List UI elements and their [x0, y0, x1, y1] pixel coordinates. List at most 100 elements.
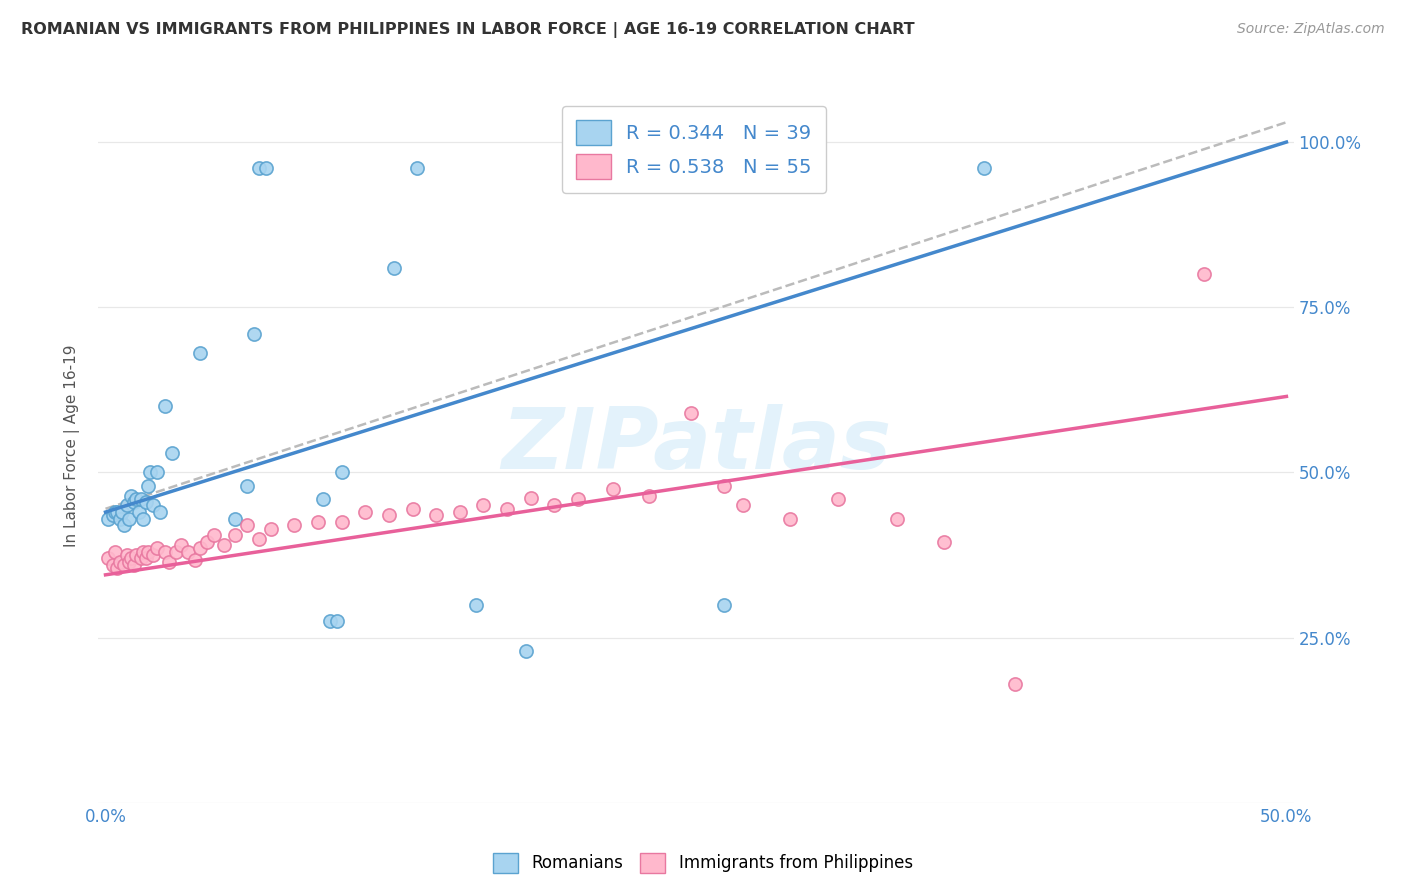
- Point: [382, 260, 405, 275]
- Point: [135, 551, 157, 566]
- Point: [105, 505, 128, 519]
- Point: [118, 511, 141, 525]
- Point: [326, 614, 349, 628]
- Point: [543, 499, 565, 513]
- Point: [112, 558, 135, 572]
- Point: [97, 511, 120, 525]
- Point: [425, 508, 447, 523]
- Legend: R = 0.344   N = 39, R = 0.538   N = 55: R = 0.344 N = 39, R = 0.538 N = 55: [562, 106, 825, 193]
- Point: [142, 548, 165, 562]
- Point: [515, 644, 537, 658]
- Point: [681, 406, 703, 420]
- Point: [378, 508, 401, 523]
- Point: [195, 534, 218, 549]
- Point: [129, 491, 152, 506]
- Point: [101, 508, 124, 523]
- Point: [142, 499, 165, 513]
- Point: [713, 598, 735, 612]
- Point: [188, 346, 211, 360]
- Point: [104, 505, 127, 519]
- Point: [153, 545, 176, 559]
- Point: [283, 518, 305, 533]
- Point: [1192, 267, 1215, 281]
- Point: [184, 552, 207, 566]
- Point: [202, 528, 225, 542]
- Text: ZIPatlas: ZIPatlas: [501, 404, 891, 488]
- Point: [153, 400, 176, 414]
- Point: [733, 499, 755, 513]
- Point: [307, 515, 329, 529]
- Point: [319, 614, 342, 628]
- Point: [118, 555, 141, 569]
- Point: [827, 491, 849, 506]
- Point: [157, 555, 180, 569]
- Point: [105, 561, 128, 575]
- Point: [104, 545, 127, 559]
- Point: [136, 478, 159, 492]
- Point: [496, 501, 519, 516]
- Point: [713, 478, 735, 492]
- Point: [254, 161, 277, 176]
- Point: [146, 466, 169, 480]
- Point: [247, 532, 270, 546]
- Point: [139, 466, 162, 480]
- Point: [312, 491, 335, 506]
- Point: [125, 491, 148, 506]
- Point: [111, 505, 134, 519]
- Point: [128, 505, 150, 519]
- Point: [236, 478, 259, 492]
- Point: [132, 511, 155, 525]
- Text: Source: ZipAtlas.com: Source: ZipAtlas.com: [1237, 22, 1385, 37]
- Point: [401, 501, 423, 516]
- Point: [973, 161, 995, 176]
- Point: [188, 541, 211, 556]
- Point: [886, 511, 908, 525]
- Point: [115, 499, 138, 513]
- Point: [112, 518, 135, 533]
- Point: [236, 518, 259, 533]
- Point: [602, 482, 624, 496]
- Point: [177, 545, 200, 559]
- Point: [260, 522, 283, 536]
- Point: [330, 466, 353, 480]
- Point: [465, 598, 488, 612]
- Point: [101, 558, 124, 572]
- Legend: Romanians, Immigrants from Philippines: Romanians, Immigrants from Philippines: [486, 847, 920, 880]
- Y-axis label: In Labor Force | Age 16-19: In Labor Force | Age 16-19: [63, 344, 80, 548]
- Point: [165, 545, 187, 559]
- Point: [330, 515, 353, 529]
- Point: [224, 528, 246, 542]
- Point: [519, 491, 541, 505]
- Point: [406, 161, 429, 176]
- Point: [132, 545, 155, 559]
- Point: [146, 541, 169, 556]
- Point: [160, 445, 183, 459]
- Point: [97, 551, 120, 566]
- Point: [125, 548, 148, 562]
- Point: [212, 538, 235, 552]
- Point: [472, 499, 495, 513]
- Point: [637, 489, 659, 503]
- Point: [247, 161, 270, 176]
- Point: [567, 491, 589, 506]
- Point: [932, 534, 955, 549]
- Point: [224, 511, 246, 525]
- Point: [121, 489, 143, 503]
- Point: [449, 505, 471, 519]
- Point: [129, 551, 152, 566]
- Point: [170, 538, 193, 552]
- Point: [115, 548, 138, 562]
- Point: [149, 505, 172, 519]
- Point: [243, 326, 266, 341]
- Point: [779, 511, 801, 525]
- Text: ROMANIAN VS IMMIGRANTS FROM PHILIPPINES IN LABOR FORCE | AGE 16-19 CORRELATION C: ROMANIAN VS IMMIGRANTS FROM PHILIPPINES …: [21, 22, 915, 38]
- Point: [108, 511, 131, 525]
- Point: [122, 558, 145, 572]
- Point: [135, 495, 157, 509]
- Point: [121, 551, 143, 566]
- Point: [108, 555, 131, 569]
- Point: [122, 495, 145, 509]
- Point: [136, 545, 159, 559]
- Point: [1004, 677, 1026, 691]
- Point: [354, 505, 377, 519]
